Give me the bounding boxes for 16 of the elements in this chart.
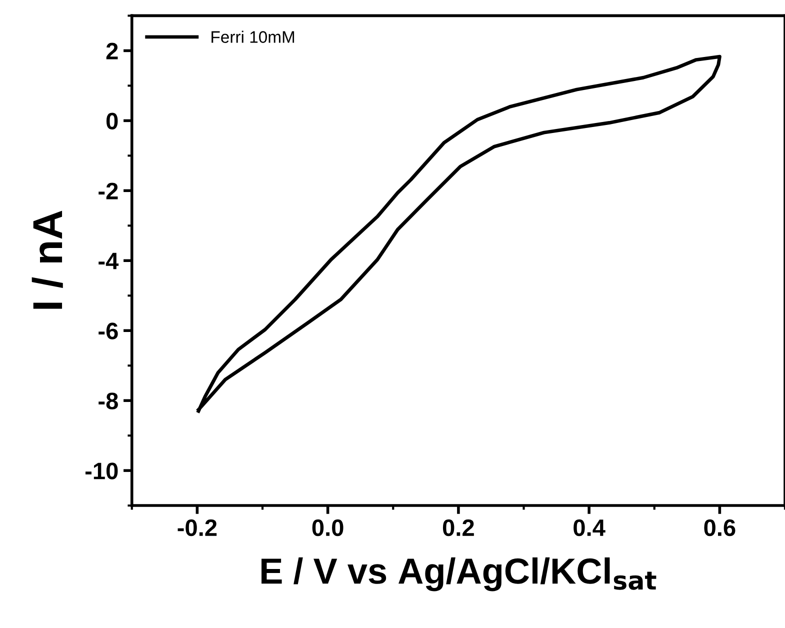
x-tick-label: 0.2 bbox=[442, 519, 474, 536]
y-tick-label: -8 bbox=[98, 392, 118, 410]
x-tick-label: -0.2 bbox=[178, 519, 217, 536]
x-tick-label: 0.0 bbox=[312, 519, 344, 536]
legend-label: Ferri 10mM bbox=[212, 30, 294, 43]
y-tick-label: -6 bbox=[98, 322, 118, 340]
x-tick-label: 0.6 bbox=[704, 519, 736, 536]
y-tick-label: -10 bbox=[85, 462, 118, 480]
y-tick-label: 0 bbox=[106, 112, 118, 130]
y-tick-label: -2 bbox=[98, 182, 118, 200]
line-series bbox=[196, 54, 722, 413]
x-axis-title: E / V vs Ag/AgCl/KCl$_{sat}$ bbox=[262, 557, 656, 592]
y-tick-label: -4 bbox=[98, 252, 119, 270]
y-axis-title: I / nA bbox=[32, 210, 63, 309]
y-tick-label: 2 bbox=[106, 42, 118, 60]
x-tick-label: 0.4 bbox=[574, 519, 606, 536]
